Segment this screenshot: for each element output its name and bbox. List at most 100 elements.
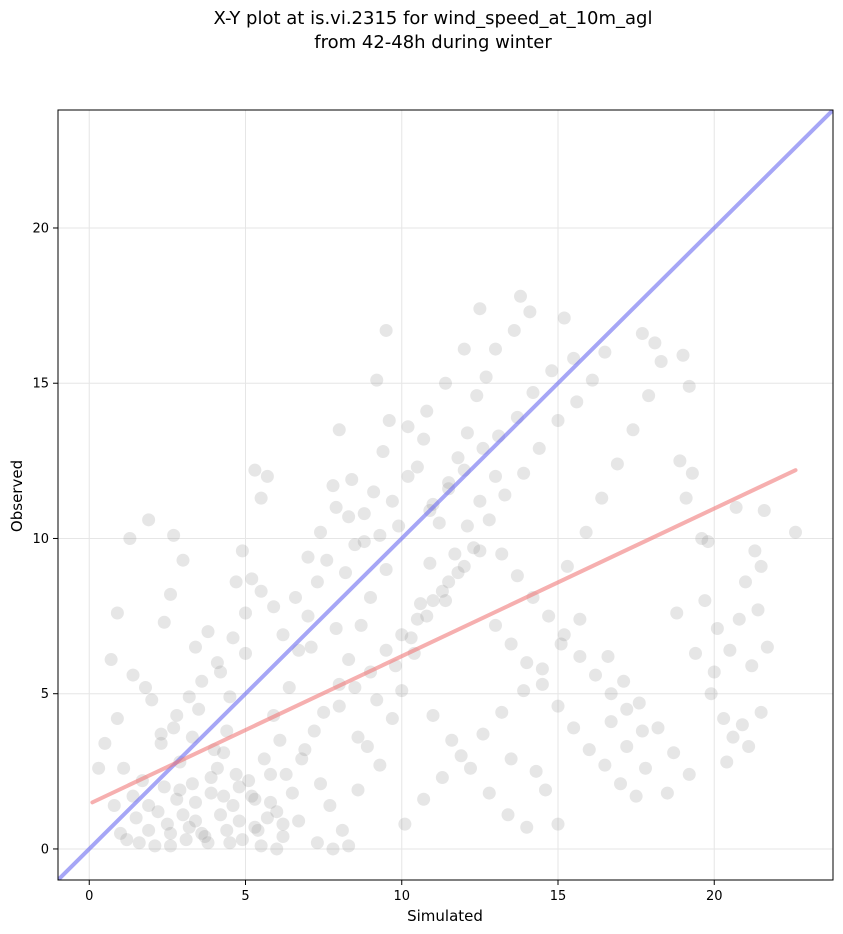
scatter-point: [220, 724, 234, 738]
scatter-point: [635, 327, 649, 341]
scatter-point: [395, 684, 409, 698]
scatter-point: [289, 590, 302, 604]
scatter-point: [489, 618, 502, 632]
scatter-point: [482, 513, 496, 527]
scatter-point: [232, 814, 246, 828]
scatter-point: [142, 513, 156, 527]
scatter-point: [460, 519, 474, 533]
scatter-point: [298, 743, 312, 757]
scatter-point: [454, 749, 468, 763]
scatter-point: [329, 622, 343, 636]
scatter-point: [373, 758, 387, 772]
scatter-point: [189, 640, 202, 654]
scatter-point: [217, 789, 231, 803]
scatter-point: [314, 525, 327, 539]
scatter-point: [520, 656, 534, 670]
scatter-point: [235, 833, 249, 847]
scatter-point: [754, 559, 768, 573]
scatter-point: [704, 687, 718, 701]
scatter-point: [648, 336, 662, 350]
scatter-point: [414, 597, 427, 611]
scatter-point: [254, 491, 268, 505]
scatter-point: [426, 497, 440, 511]
scatter-point: [114, 826, 127, 840]
scatter-point: [348, 538, 362, 552]
scatter-point: [210, 761, 224, 775]
plot-area-frame: [57, 109, 834, 881]
scatter-point: [292, 643, 306, 657]
scatter-point: [551, 817, 565, 831]
scatter-point: [464, 761, 477, 775]
scatter-point: [201, 625, 215, 639]
scatter-point: [729, 500, 743, 514]
scatter-point: [598, 345, 612, 359]
scatter-point: [420, 404, 434, 418]
scatter-point: [523, 305, 537, 319]
scatter-point: [345, 472, 359, 486]
scatter-point: [164, 839, 177, 853]
scatter-point: [489, 469, 502, 483]
scatter-point: [132, 836, 146, 850]
x-tick-label: 20: [706, 889, 723, 904]
scatter-point: [123, 531, 137, 545]
scatter-point: [532, 441, 546, 455]
scatter-point: [273, 733, 287, 747]
scatter-point: [473, 494, 487, 508]
scatter-point: [423, 556, 437, 570]
scatter-point: [435, 771, 449, 785]
y-tick-label: 10: [32, 532, 49, 547]
scatter-point: [539, 783, 552, 797]
scatter-point: [139, 681, 152, 694]
scatter-point: [467, 541, 481, 555]
scatter-point: [270, 842, 284, 856]
scatter-point: [420, 609, 434, 623]
scatter-point: [498, 488, 512, 502]
scatter-point: [470, 389, 484, 403]
scatter-point: [579, 525, 593, 539]
scatter-point: [401, 420, 415, 434]
scatter-point: [235, 544, 249, 558]
grid-lines: [58, 110, 833, 880]
scatter-point: [489, 342, 502, 356]
scatter-point: [223, 836, 237, 850]
scatter-point: [154, 727, 168, 741]
scatter-point: [667, 746, 681, 760]
scatter-point: [476, 727, 490, 741]
scatter-point: [685, 466, 699, 480]
scatter-point: [217, 746, 231, 760]
scatter-point: [364, 590, 377, 604]
scatter-point: [504, 637, 518, 651]
scatter-point: [582, 743, 596, 757]
scatter-point: [326, 479, 340, 493]
scatter-point: [185, 777, 199, 791]
scatter-point: [789, 525, 802, 539]
regression-fit-line: [90, 468, 798, 805]
scatter-point: [245, 572, 259, 586]
scatter-point: [220, 823, 234, 837]
scatter-point: [448, 547, 462, 561]
scatter-point: [567, 351, 581, 365]
scatter-point: [142, 823, 156, 837]
scatter-point: [385, 712, 399, 726]
scatter-point: [342, 839, 356, 853]
x-tick-label: 5: [241, 889, 249, 904]
scatter-point: [601, 649, 615, 663]
scatter-point: [717, 712, 731, 726]
scatter-point: [314, 777, 327, 791]
scatter-point: [732, 612, 746, 626]
scatter-point: [201, 836, 215, 850]
scatter-point: [660, 786, 674, 800]
scatter-point: [292, 814, 306, 828]
scatter-point: [276, 817, 290, 831]
scatter-point: [735, 718, 749, 732]
scatter-point: [242, 774, 256, 788]
scatter-point: [179, 833, 193, 847]
scatter-point: [332, 699, 346, 713]
scatter-point: [285, 786, 299, 800]
scatter-point: [739, 575, 752, 589]
scatter-point: [379, 323, 393, 337]
scatter-point: [164, 826, 177, 840]
scatter-point: [748, 544, 762, 558]
scatter-point: [226, 798, 240, 812]
scatter-point: [670, 606, 684, 620]
